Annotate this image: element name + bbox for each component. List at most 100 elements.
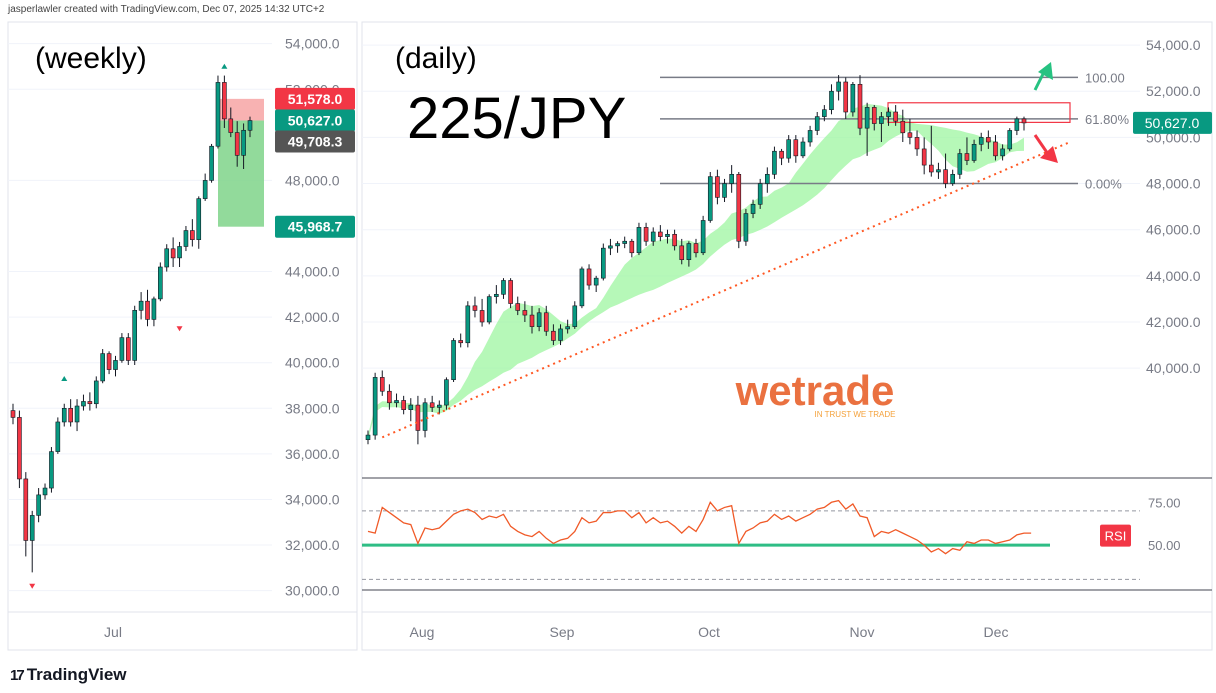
daily-candle [722, 183, 727, 198]
daily-candle [693, 243, 699, 254]
weekly-candle [241, 129, 246, 156]
daily-candle [822, 109, 827, 117]
daily-x-tick: Dec [984, 624, 1009, 640]
weekly-candle [87, 401, 93, 405]
daily-y-tick: 48,000.0 [1146, 176, 1201, 192]
weekly-candle [196, 198, 202, 240]
weekly-candle [93, 380, 99, 405]
daily-candle [536, 312, 542, 327]
weekly-candle [23, 478, 29, 541]
daily-candle [921, 148, 927, 166]
daily-candle [593, 277, 599, 286]
daily-candle [943, 169, 948, 184]
fib-level-label: 100.00 [1085, 70, 1125, 85]
daily-candle [900, 120, 906, 134]
stop-loss-zone [218, 98, 264, 121]
trading-chart[interactable]: 100.00 61.80% 0.00% wetrade IN TRUST WE TR… [0, 0, 1216, 660]
daily-candle [437, 404, 442, 408]
daily-candle [993, 141, 998, 157]
daily-candle [978, 137, 984, 145]
tradingview-brand[interactable]: 17 TradingView [10, 665, 127, 685]
daily-candle [765, 174, 770, 184]
daily-candle [415, 404, 421, 431]
daily-candle [772, 150, 777, 175]
rsi-label-badge: RSI [1100, 524, 1131, 547]
weekly-candle [145, 300, 150, 320]
weekly-x-tick: Jul [104, 624, 122, 640]
daily-candle [508, 280, 513, 304]
daily-candle [643, 227, 649, 242]
daily-candle [472, 305, 478, 311]
daily-candle [793, 139, 799, 157]
weekly-candle [228, 118, 234, 133]
rsi-tick-label: 50.00 [1148, 538, 1181, 553]
weekly-candle [222, 82, 227, 120]
daily-candle [1000, 148, 1005, 157]
daily-candle [950, 174, 955, 184]
daily-candle [879, 116, 884, 124]
daily-candle [401, 400, 406, 410]
moving-average-ribbon [368, 103, 1024, 441]
daily-candle [429, 402, 435, 408]
daily-y-tick: 44,000.0 [1146, 268, 1201, 284]
weekly-candle [68, 407, 73, 423]
daily-candle [750, 204, 756, 214]
daily-candle [907, 132, 913, 138]
weekly-candle [215, 82, 221, 147]
daily-candle [572, 305, 578, 327]
daily-candle [579, 268, 585, 307]
daily-candle [615, 243, 620, 247]
price-label-bg [275, 215, 355, 238]
wetrade-logo: wetrade [735, 367, 895, 414]
daily-candle [836, 81, 841, 92]
fib-level-label: 61.80% [1085, 112, 1130, 127]
daily-candle [686, 243, 692, 260]
daily-candle [465, 305, 471, 344]
weekly-candle [202, 180, 208, 199]
daily-candle [601, 247, 606, 279]
daily-x-tick: Nov [850, 624, 875, 640]
daily-panel-frame [361, 21, 1213, 651]
price-label: 51,578.0 [288, 91, 343, 107]
signal-up-marker [221, 63, 228, 69]
daily-candle [494, 294, 499, 297]
daily-candle [729, 174, 734, 184]
daily-candle [1021, 118, 1027, 124]
weekly-candle [29, 515, 35, 541]
wetrade-watermark: wetrade IN TRUST WE TRADE [735, 367, 896, 419]
daily-candle [558, 328, 563, 341]
weekly-y-tick: 42,000.0 [285, 309, 340, 325]
price-label: 45,968.7 [288, 219, 343, 235]
daily-y-tick: 40,000.0 [1146, 360, 1201, 376]
daily-candle [479, 310, 485, 323]
weekly-candle [190, 230, 195, 240]
daily-candle [864, 107, 870, 129]
daily-candle [800, 141, 806, 157]
daily-y-tick: 52,000.0 [1146, 83, 1201, 99]
daily-candle [458, 340, 463, 344]
daily-y-tick: 46,000.0 [1146, 222, 1201, 238]
daily-candle [486, 296, 492, 323]
weekly-candle [151, 298, 157, 320]
weekly-candle [183, 230, 189, 247]
daily-y-tick: 42,000.0 [1146, 314, 1201, 330]
daily-candle [843, 81, 849, 113]
weekly-candle [61, 407, 67, 423]
daily-y-tick: 54,000.0 [1146, 37, 1201, 53]
daily-candle [929, 164, 934, 173]
daily-candle [779, 150, 784, 159]
rsi-label-bg [1100, 524, 1131, 547]
daily-x-tick: Sep [550, 624, 575, 640]
profit-target-zone [218, 120, 264, 227]
daily-candle [608, 245, 613, 249]
daily-candle [936, 169, 941, 173]
weekly-y-tick: 54,000.0 [285, 36, 340, 52]
daily-candle [408, 404, 414, 410]
weekly-y-tick: 36,000.0 [285, 446, 340, 462]
daily-candle [522, 310, 528, 316]
signal-down-marker [29, 583, 36, 589]
daily-candle [707, 176, 713, 221]
weekly-y-tick: 30,000.0 [285, 583, 340, 599]
rsi-tick-label: 75.00 [1148, 495, 1181, 510]
signal-up-marker [61, 375, 68, 381]
